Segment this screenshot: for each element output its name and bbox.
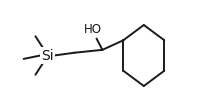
Text: Si: Si [41,49,54,63]
Text: HO: HO [84,23,102,36]
